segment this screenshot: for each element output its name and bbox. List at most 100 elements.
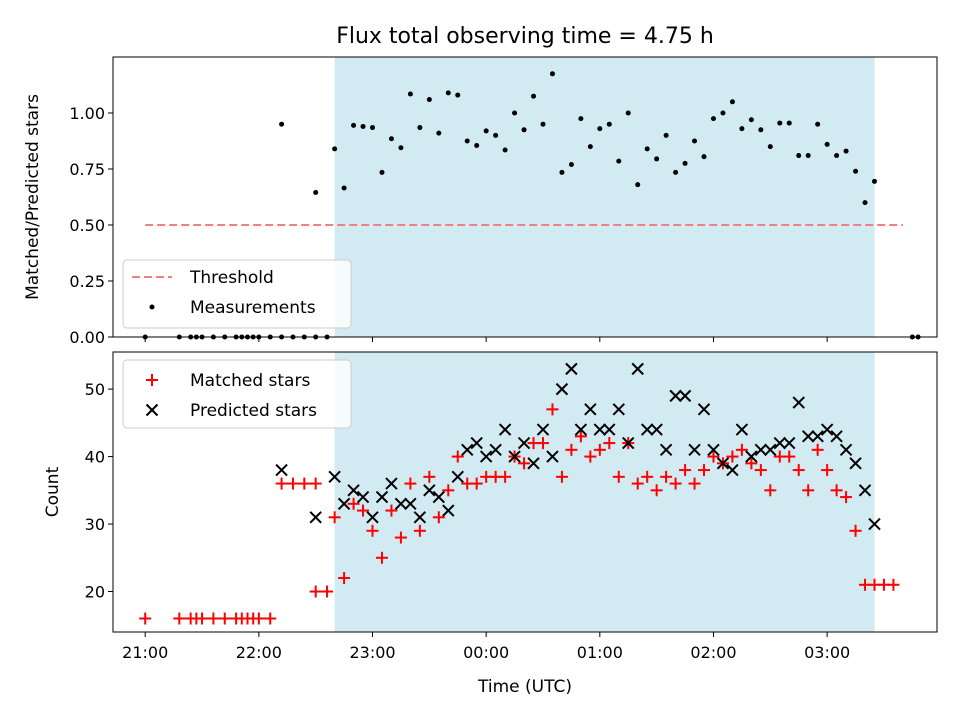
predicted-star-point <box>792 396 805 409</box>
matched-star-point <box>574 430 587 443</box>
predicted-star-point <box>385 477 398 490</box>
x-tick-label: 23:00 <box>349 643 395 662</box>
measurement-point <box>388 136 394 142</box>
measurement-point <box>853 168 859 174</box>
x-axis-label: Time (UTC) <box>477 677 572 697</box>
measurement-point <box>332 146 338 152</box>
predicted-star-point <box>773 436 786 450</box>
matched-star-point <box>764 484 777 497</box>
predicted-star-point <box>783 436 796 450</box>
predicted-star-point <box>404 497 417 511</box>
matched-star-point <box>726 450 739 463</box>
predicted-star-point <box>470 436 483 450</box>
predicted-star-point <box>394 497 408 511</box>
measurement-point <box>654 156 660 162</box>
bottom-y-ticks: 20 30 40 50 <box>85 380 113 602</box>
matched-star-point <box>207 612 220 625</box>
x-tick-label: 03:00 <box>804 643 850 662</box>
matched-legend-swatch <box>146 374 158 386</box>
predicted-star-point <box>593 423 607 436</box>
matched-star-point <box>584 450 597 463</box>
matched-star-point <box>688 477 701 490</box>
predicted-star-point <box>678 389 692 403</box>
predicted-star-point <box>716 457 730 470</box>
measurement-point <box>625 110 631 116</box>
measurement-point <box>692 138 698 144</box>
matched-star-point <box>840 491 853 504</box>
observing-window-band-top <box>334 57 875 337</box>
measurement-point <box>729 99 735 105</box>
matched-star-point <box>173 612 186 625</box>
matched-star-point <box>139 612 152 625</box>
measurement-point <box>673 169 679 175</box>
matched-star-point <box>754 464 767 477</box>
observing-window-band-bottom <box>334 352 875 632</box>
bottom-plot-frame <box>112 351 938 633</box>
bottom-legend: Matched stars Predicted stars <box>122 359 352 429</box>
predicted-star-point <box>735 423 749 436</box>
y-tick-label: 0.00 <box>69 328 105 347</box>
x-tick-label: 00:00 <box>463 643 509 662</box>
measurement-point <box>379 169 385 175</box>
measurement-point <box>871 178 877 184</box>
measurement-point <box>597 126 603 132</box>
predicted-star-point <box>858 484 872 497</box>
measurement-point <box>777 120 783 126</box>
predicted-star-point <box>622 436 635 450</box>
top-legend: Threshold Measurements <box>122 259 352 329</box>
predicted-star-point <box>498 423 512 436</box>
predicted-star-point <box>584 403 597 416</box>
matched-star-point <box>298 477 311 490</box>
measurement-point <box>540 121 546 127</box>
predicted-star-point <box>631 362 644 376</box>
predicted-star-point <box>669 389 682 403</box>
predicted-star-point <box>811 430 824 443</box>
matched-star-point <box>830 484 843 497</box>
matched-star-point <box>565 443 578 456</box>
predicted-legend-swatch <box>145 403 159 417</box>
matched-star-point <box>347 497 360 510</box>
predicted-star-point <box>337 497 351 511</box>
predicted-star-point <box>565 362 578 376</box>
predicted-star-point <box>375 490 389 504</box>
predicted-star-point <box>555 382 569 396</box>
measurement-point <box>663 132 669 138</box>
measurement-point <box>341 185 347 191</box>
predicted-star-point <box>451 470 464 484</box>
matched-star-point <box>546 403 559 416</box>
predicted-star-point <box>546 450 559 463</box>
chart-title: Flux total observing time = 4.75 h <box>336 24 714 49</box>
predicted-star-point <box>275 463 288 477</box>
measurement-point <box>370 125 376 131</box>
measurement-point <box>464 138 470 144</box>
measurement-point <box>758 127 764 133</box>
matched-star-point <box>593 443 606 456</box>
measurement-point <box>445 90 451 96</box>
measurement-point <box>578 116 584 122</box>
measurement-point <box>483 128 489 134</box>
measurement-point <box>682 160 688 166</box>
matched-star-point <box>612 470 625 483</box>
measurement-point <box>455 92 461 98</box>
x-tick-label: 01:00 <box>577 643 623 662</box>
measurement-point <box>635 182 641 188</box>
y-tick-label: 0.25 <box>69 272 105 291</box>
predicted-star-point <box>423 484 436 497</box>
predicted-star-point <box>754 443 768 457</box>
matched-star-point <box>536 437 549 450</box>
predicted-star-point <box>726 463 739 477</box>
matched-star-point <box>275 477 288 490</box>
measurements-legend-label: Measurements <box>190 298 316 318</box>
bottom-y-axis-label: Count <box>43 466 63 517</box>
measurement-point <box>493 132 499 138</box>
predicted-star-point <box>527 457 540 470</box>
matched-star-point <box>603 437 616 450</box>
matched-star-point <box>357 504 370 517</box>
predicted-star-point <box>574 423 588 436</box>
predicted-star-point <box>688 443 701 457</box>
predicted-star-point <box>612 403 625 416</box>
top-x-ticks <box>144 337 828 342</box>
predicted-star-point <box>536 423 550 436</box>
predicted-star-point <box>707 443 720 457</box>
predicted-star-point <box>366 511 379 524</box>
